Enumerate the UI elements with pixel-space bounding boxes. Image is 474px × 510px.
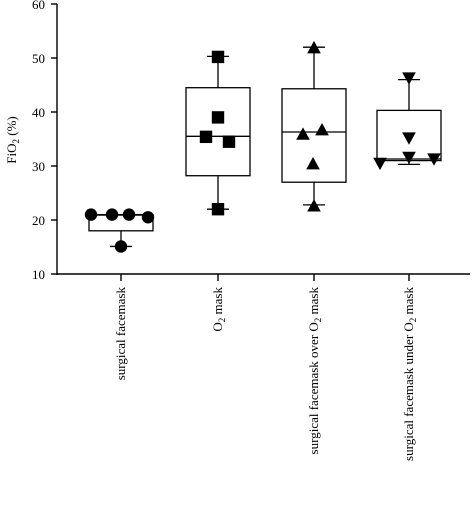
data-point: [427, 153, 441, 166]
data-point: [307, 199, 321, 212]
y-tick-label: 50: [32, 51, 45, 66]
y-axis-label: FiO2 (%): [4, 116, 21, 163]
box-group: [281, 40, 347, 212]
y-tick-label: 40: [32, 105, 45, 120]
data-point: [199, 130, 213, 144]
data-point: [402, 72, 416, 85]
data-point: [114, 240, 128, 253]
data-point: [402, 151, 416, 165]
y-tick-label: 30: [32, 159, 45, 174]
data-point: [306, 157, 320, 170]
iqr-box: [185, 87, 251, 177]
y-tick-label: 10: [32, 267, 45, 282]
data-point: [141, 211, 155, 224]
data-point: [307, 40, 321, 54]
data-point: [402, 132, 416, 145]
y-tick-label: 60: [32, 0, 45, 12]
box-group: [373, 72, 442, 171]
y-tick-label: 20: [32, 213, 45, 228]
x-tick-label: surgical facemask over O2 mask: [306, 287, 323, 455]
box-group: [84, 208, 155, 253]
x-axis: surgical facemask O2 mask surgical facemas…: [57, 273, 470, 461]
x-tick-label: surgical facemask: [113, 287, 128, 381]
data-point: [84, 208, 98, 221]
box-group: [185, 50, 251, 216]
data-point: [211, 50, 225, 64]
data-point: [373, 157, 387, 171]
x-tick-label: O2 mask: [210, 287, 227, 332]
data-point: [105, 208, 119, 221]
data-point: [296, 127, 310, 140]
data-point: [222, 135, 236, 148]
data-point: [315, 123, 329, 136]
plot-area: [84, 40, 442, 253]
y-axis: 10 20 30 40 50 60 FiO2 (%): [4, 0, 58, 282]
data-point: [211, 111, 225, 124]
data-point: [122, 208, 136, 221]
x-tick-label: surgical facemask under O2 mask: [401, 287, 418, 461]
data-point: [211, 203, 225, 216]
